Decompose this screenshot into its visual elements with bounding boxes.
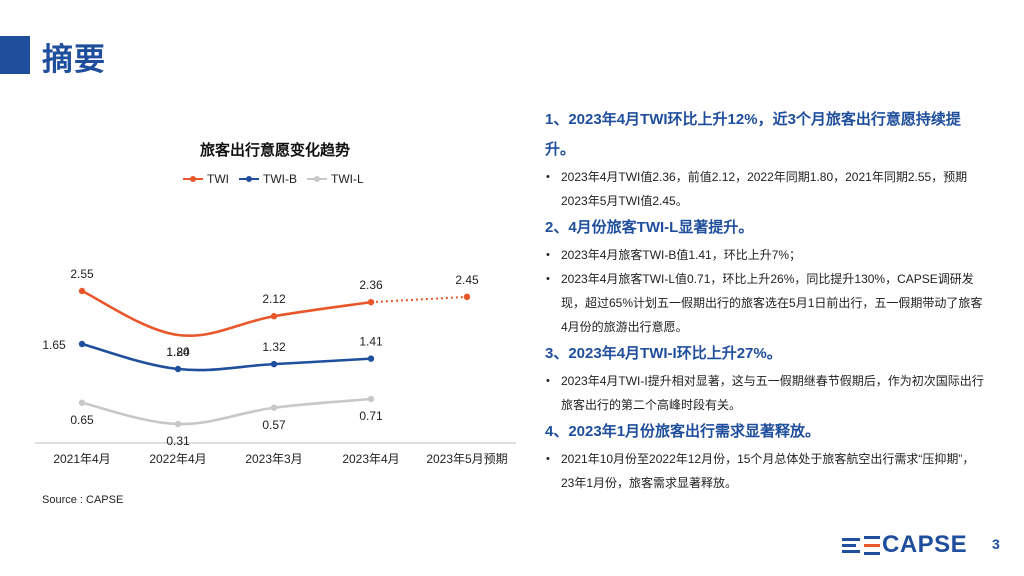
summary-bullet: 2023年4月TWI值2.36，前值2.12，2022年同期1.80，2021年… <box>545 165 985 213</box>
capse-logo: CAPSE <box>842 531 967 559</box>
data-label-twi-b: 1.24 <box>166 345 190 359</box>
legend-item-twi: TWI <box>183 172 229 186</box>
data-point-twi-l <box>78 399 86 406</box>
data-point-twi-b <box>174 365 182 373</box>
data-label-twi: 2.36 <box>359 278 383 292</box>
data-point-twi <box>270 313 278 320</box>
data-point-twi-b <box>78 340 86 348</box>
data-label-twi-l: 0.71 <box>359 409 383 423</box>
summary-panel: 1、2023年4月TWI环比上升12%，近3个月旅客出行意愿持续提升。 2023年… <box>545 105 985 495</box>
legend-label-twi-l: TWI-L <box>331 172 364 186</box>
summary-heading: 2、4月份旅客TWI-L显著提升。 <box>545 219 754 236</box>
summary-heading: 4、2023年1月份旅客出行需求显著释放。 <box>545 423 821 440</box>
x-tick-label: 2023年4月 <box>342 452 399 466</box>
summary-heading: 3、2023年4月TWI-I环比上升27%。 <box>545 345 782 362</box>
x-tick-label: 2022年4月 <box>149 452 206 466</box>
chart-legend: TWI TWI-B TWI-L <box>183 172 374 186</box>
legend-label-twi: TWI <box>207 172 229 186</box>
page-number: 3 <box>992 536 1000 552</box>
legend-swatch-twi <box>183 176 203 182</box>
x-tick-label: 2021年4月 <box>53 452 110 466</box>
title-accent-bar <box>0 36 30 74</box>
summary-bullet: 2021年10月份至2022年12月份，15个月总体处于旅客航空出行需求“压抑期… <box>545 447 985 495</box>
legend-item-twi-l: TWI-L <box>307 172 364 186</box>
data-label-twi: 2.45 <box>455 273 479 287</box>
data-point-twi <box>463 293 471 301</box>
legend-item-twi-b: TWI-B <box>239 172 297 186</box>
data-point-twi <box>78 287 86 295</box>
data-label-twi-b: 1.65 <box>42 338 66 352</box>
summary-bullet: 2023年4月旅客TWI-L值0.71，环比上升26%，同比提升130%，CAP… <box>545 267 985 339</box>
summary-bullet: 2023年4月旅客TWI-B值1.41，环比上升7%； <box>545 243 985 267</box>
data-label-twi: 1.80 <box>166 345 190 359</box>
data-point-twi-l <box>367 395 375 403</box>
x-tick-label: 2023年3月 <box>245 452 302 466</box>
data-point-twi <box>367 298 375 306</box>
data-label-twi-l: 0.31 <box>166 434 190 448</box>
line-chart: 2.55 1.80 2.12 2.36 2.45 1.65 1.24 1.32 1.41 0.65… <box>35 267 516 466</box>
capse-logo-text: CAPSE <box>882 531 968 558</box>
data-point-twi-l <box>270 404 278 411</box>
page-title: 摘要 <box>42 42 106 77</box>
data-point-twi-l <box>174 420 182 428</box>
data-label-twi-l: 0.65 <box>70 413 94 427</box>
chart-title: 旅客出行意愿变化趋势 <box>199 142 350 159</box>
data-point-twi-b <box>270 360 278 368</box>
data-label-twi-b: 1.41 <box>359 335 383 349</box>
series-line-twi-l <box>81 397 372 426</box>
series-line-twi <box>81 289 372 338</box>
data-label-twi: 2.12 <box>262 292 286 306</box>
summary-bullet: 2023年4月TWI-I提升相对显著，这与五一假期继春节假期后，作为初次国际出行… <box>545 369 985 417</box>
legend-swatch-twi-b <box>239 176 259 182</box>
data-label-twi-b: 1.32 <box>262 340 286 354</box>
data-label-twi: 2.55 <box>70 267 94 281</box>
summary-heading: 1、2023年4月TWI环比上升12%，近3个月旅客出行意愿持续提升。 <box>545 111 961 158</box>
capse-logo-mark <box>842 532 882 558</box>
data-point-twi-b <box>367 355 375 362</box>
legend-label-twi-b: TWI-B <box>263 172 297 186</box>
series-line-twi-b <box>81 342 372 372</box>
legend-swatch-twi-l <box>307 176 327 182</box>
source-note: Source : CAPSE <box>42 494 124 506</box>
x-tick-label: 2023年5月预期 <box>426 452 507 466</box>
data-label-twi-l: 0.57 <box>262 418 286 432</box>
series-forecast-twi <box>370 295 468 304</box>
